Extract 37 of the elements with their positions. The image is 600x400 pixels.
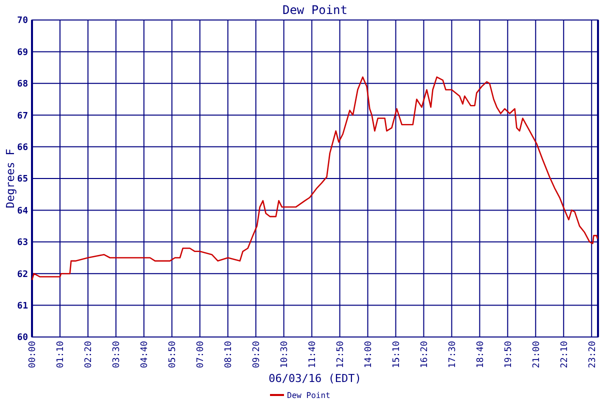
x-tick-label: 19:50 — [504, 341, 514, 368]
y-tick-label: 62 — [17, 270, 28, 280]
x-tick-label: 18:40 — [476, 341, 486, 368]
x-tick-label: 17:30 — [448, 341, 458, 368]
x-tick-label: 16:20 — [420, 341, 430, 368]
x-tick-label: 14:00 — [364, 341, 374, 368]
y-tick-label: 64 — [17, 206, 29, 216]
x-tick-label: 10:30 — [280, 341, 290, 368]
chart-title: Dew Point — [282, 3, 348, 17]
x-tick-label: 15:10 — [392, 341, 402, 368]
y-tick-label: 63 — [17, 238, 28, 248]
x-tick-label: 01:10 — [56, 341, 66, 368]
y-tick-label: 61 — [17, 301, 28, 312]
x-tick-label: 02:20 — [84, 341, 94, 368]
x-tick-label: 09:20 — [252, 341, 262, 368]
x-tick-label: 12:50 — [336, 341, 346, 368]
x-tick-label: 03:30 — [112, 341, 122, 368]
x-tick-label: 08:10 — [224, 341, 234, 368]
y-tick-label: 65 — [17, 174, 28, 185]
line-series — [31, 76, 598, 281]
x-axis-title: 06/03/16 (EDT) — [268, 372, 362, 385]
x-tick-label: 11:40 — [308, 341, 318, 368]
legend-label: Dew Point — [287, 390, 331, 400]
y-tick-label: 70 — [17, 16, 28, 26]
y-tick-label: 68 — [17, 80, 28, 90]
x-tick-label: 05:50 — [168, 341, 178, 368]
y-axis-title: Degrees F — [4, 148, 17, 208]
x-tick-label: 07:00 — [196, 341, 206, 368]
x-tick-label: 00:00 — [28, 341, 38, 368]
y-tick-label: 67 — [17, 111, 28, 122]
x-tick-label: 22:10 — [560, 341, 570, 368]
y-tick-label: 66 — [17, 142, 28, 153]
x-tick-label: 04:40 — [140, 341, 150, 368]
x-tick-label: 23:20 — [588, 341, 598, 368]
y-tick-label: 60 — [17, 333, 28, 344]
y-tick-label: 69 — [17, 48, 28, 58]
x-tick-label: 21:00 — [532, 341, 542, 368]
